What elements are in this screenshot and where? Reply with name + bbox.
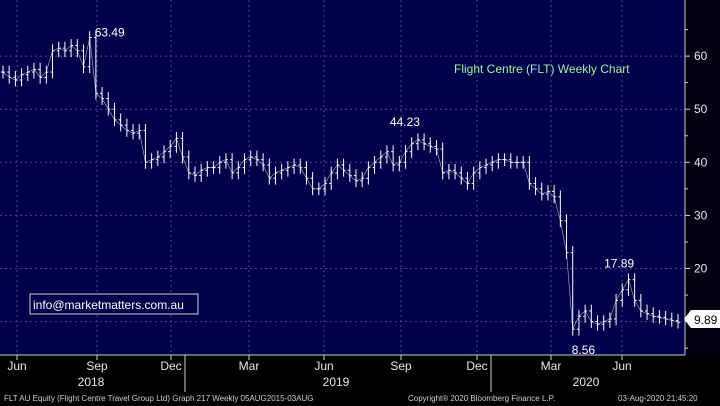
footer-left: FLT AU Equity (Flight Centre Travel Grou… bbox=[4, 394, 313, 403]
last-price-label: 9.89 bbox=[694, 313, 718, 327]
x-year-label: 2020 bbox=[573, 375, 600, 389]
price-annotation: 63.49 bbox=[95, 26, 125, 40]
price-series bbox=[1, 31, 680, 336]
y-tick-label: 20 bbox=[694, 262, 708, 276]
x-tick-label: Mar bbox=[239, 359, 260, 373]
last-price-tag: 9.89 bbox=[684, 310, 720, 328]
x-tick-label: Jun bbox=[314, 359, 333, 373]
x-tick-label: Jun bbox=[612, 359, 631, 373]
x-tick-label: Jun bbox=[7, 359, 26, 373]
y-tick-label: 30 bbox=[694, 208, 708, 222]
footer-center: Copyright® 2020 Bloomberg Finance L.P. bbox=[408, 394, 555, 403]
x-tick-label: Sep bbox=[86, 359, 108, 373]
footer-right: 03-Aug-2020 21:45:20 bbox=[618, 394, 698, 403]
y-tick-label: 60 bbox=[694, 49, 708, 63]
email-link[interactable]: info@marketmatters.com.au bbox=[33, 298, 184, 312]
price-annotation: 17.89 bbox=[604, 257, 634, 271]
axis-background bbox=[685, 0, 720, 355]
y-tick-label: 50 bbox=[694, 102, 708, 116]
x-tick-label: Sep bbox=[390, 359, 412, 373]
price-annotation: 44.23 bbox=[390, 115, 420, 129]
x-tick-label: Dec bbox=[160, 359, 181, 373]
chart-title: Flight Centre (FLT) Weekly Chart bbox=[454, 62, 630, 76]
price-line bbox=[2, 37, 679, 331]
y-tick-label: 40 bbox=[694, 155, 708, 169]
price-annotations: 63.49 44.23 17.89 8.56 bbox=[95, 26, 635, 358]
x-tick-label: Mar bbox=[541, 359, 562, 373]
email-box bbox=[29, 293, 199, 315]
x-year-label: 2018 bbox=[78, 375, 105, 389]
price-annotation: 8.56 bbox=[572, 343, 596, 357]
x-year-label: 2019 bbox=[323, 375, 350, 389]
x-axis-ticks: Jun Sep Dec Mar Jun Sep Dec Mar Jun 2018 2019 2020 bbox=[7, 355, 632, 392]
x-tick-label: Dec bbox=[466, 359, 487, 373]
